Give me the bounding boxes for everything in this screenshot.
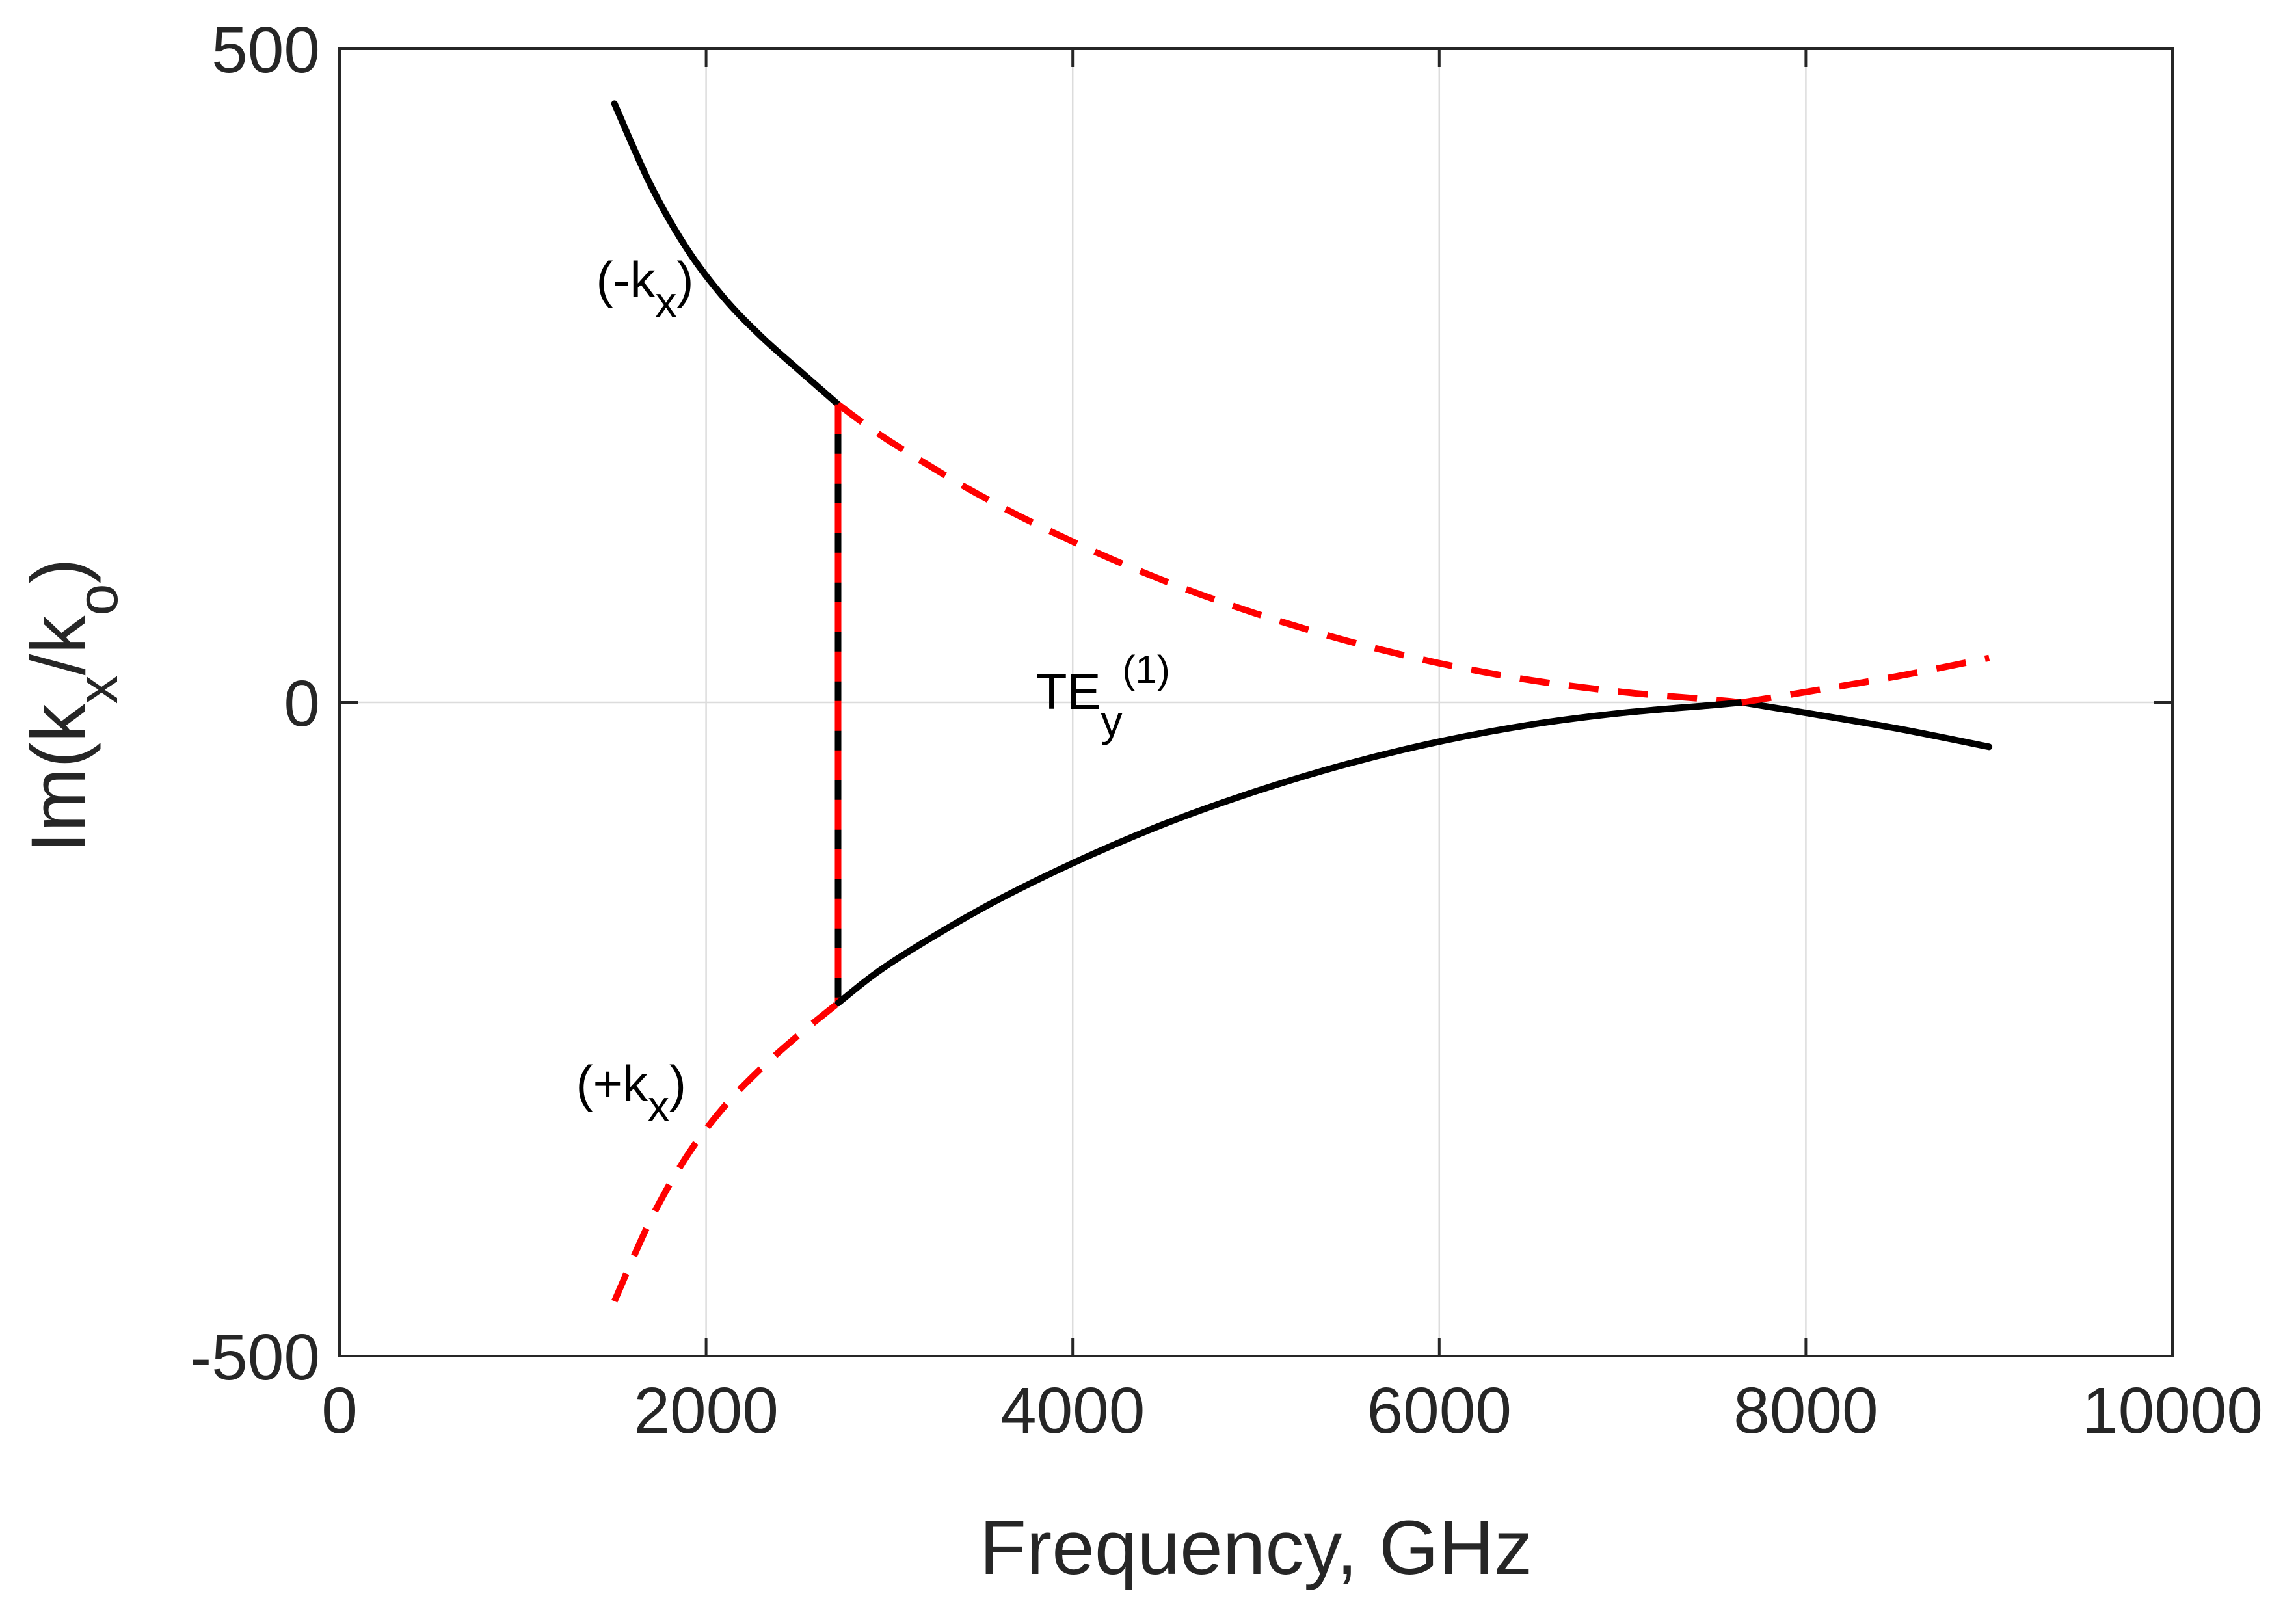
x-tick-label-1: 2000 [634, 1374, 778, 1447]
annotation-minus-kx: (-kx) [596, 251, 694, 326]
y-tick-label-2: 500 [211, 14, 320, 87]
grid [340, 49, 2172, 1356]
series-layer [611, 100, 1993, 1303]
series-0--kx-solid-black- [611, 100, 842, 408]
annotation-layer: (-kx) (+kx) TEy(1) [576, 251, 1170, 1130]
series-6-dashed-rise-after-crossing-red- [1741, 654, 1990, 706]
y-axis-label: Im(kx/ko) [16, 558, 129, 853]
y-tick-label-0: -500 [190, 1321, 320, 1394]
annotation-plus-kx: (+kx) [576, 1055, 687, 1130]
x-tick-label-0: 0 [321, 1374, 358, 1447]
annotation-te-mode: TEy(1) [1036, 648, 1170, 745]
series-5--kx-dashed-red- [611, 1000, 840, 1303]
series-4--kx-solid-black- [834, 699, 1993, 1007]
x-axis-label: Frequency, GHz [980, 1505, 1532, 1591]
x-tick-label-4: 8000 [1733, 1374, 1878, 1447]
y-axis-label-sub-x: x [65, 675, 129, 704]
x-tick-label-3: 6000 [1367, 1374, 1512, 1447]
series-3--kx-dashed-continuation-red- [836, 401, 1742, 706]
y-tick-label-1: 0 [284, 667, 320, 740]
x-tick-label-2: 4000 [1000, 1374, 1145, 1447]
y-axis-label-sub-o: o [65, 584, 129, 616]
x-tick-label-5: 10000 [2082, 1374, 2263, 1447]
